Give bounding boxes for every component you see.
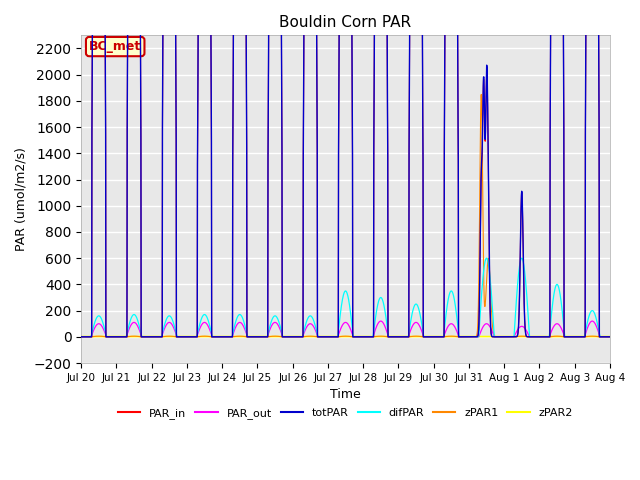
Legend: PAR_in, PAR_out, totPAR, difPAR, zPAR1, zPAR2: PAR_in, PAR_out, totPAR, difPAR, zPAR1, …	[114, 403, 577, 423]
Title: Bouldin Corn PAR: Bouldin Corn PAR	[280, 15, 412, 30]
Text: BC_met: BC_met	[89, 40, 141, 53]
X-axis label: Time: Time	[330, 388, 361, 401]
Y-axis label: PAR (umol/m2/s): PAR (umol/m2/s)	[15, 147, 28, 251]
